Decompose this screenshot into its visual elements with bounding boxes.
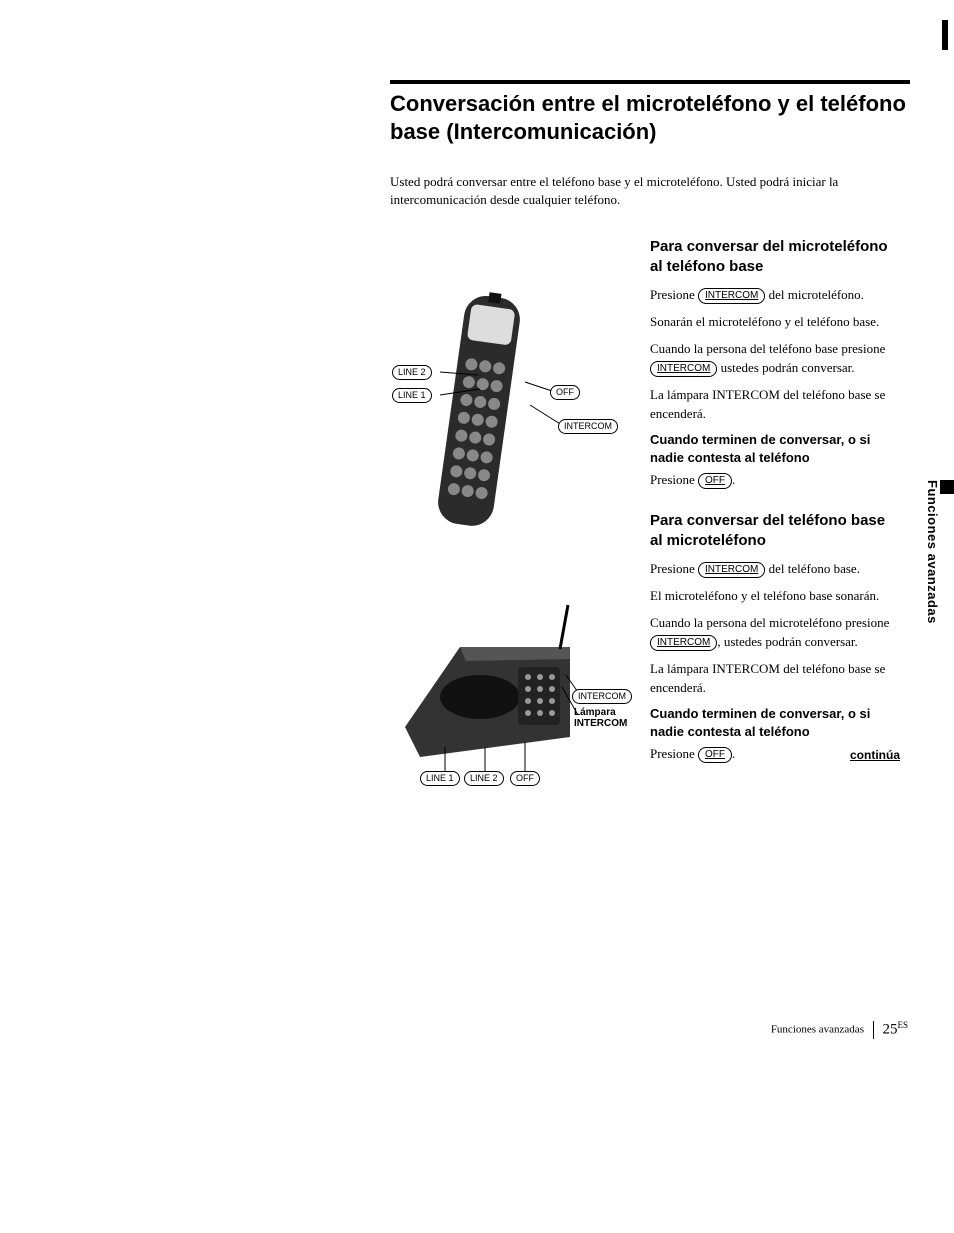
footer-divider [873,1021,874,1039]
page-edge-mark [942,20,948,50]
section1-p1: Presione INTERCOM del microteléfono. [650,286,900,305]
s1p1a: Presione [650,287,698,302]
s2p3b: , ustedes podrán conversar. [717,634,857,649]
handset-illustration [390,287,630,547]
intercom-button-label-2: INTERCOM [650,361,717,377]
footer-section-label: Funciones avanzadas [771,1024,864,1036]
section2-p2: El microteléfono y el teléfono base sona… [650,587,900,606]
section2-p3: Cuando la persona del microteléfono pres… [650,614,900,652]
side-tab-label: Funciones avanzadas [925,480,940,624]
callout-line1: LINE 1 [392,388,432,403]
section1-bold: Cuando terminen de conversar, o si nadie… [650,431,900,466]
section2-p1: Presione INTERCOM del teléfono base. [650,560,900,579]
s2p5a: Presione [650,746,698,761]
page-title: Conversación entre el microteléfono y el… [390,90,910,145]
callout-base-lamp: Lámpara INTERCOM [574,707,627,729]
two-column-layout: LINE 2 LINE 1 OFF INTERCOM [390,237,910,807]
intercom-button-label: INTERCOM [698,288,765,304]
page-content: Conversación entre el microteléfono y el… [390,80,910,807]
figures-column: LINE 2 LINE 1 OFF INTERCOM [390,237,630,807]
section1-heading: Para conversar del microteléfono al telé… [650,237,900,276]
instructions-column: Para conversar del microteléfono al telé… [650,237,900,807]
footer-page-number: 25 [882,1022,897,1038]
side-tab: Funciones avanzadas [925,480,954,624]
s2p1b: del teléfono base. [765,561,860,576]
section2-p5: Presione OFF. continúa [650,745,900,764]
off-button-label: OFF [698,473,732,489]
s2p1a: Presione [650,561,698,576]
s2p5b: . [732,746,735,761]
s1p3b: ustedes podrán conversar. [717,360,854,375]
title-rule [390,80,910,84]
section2-bold: Cuando terminen de conversar, o si nadie… [650,705,900,740]
s1p5b: . [732,472,735,487]
base-figure: INTERCOM Lámpara INTERCOM LINE 1 LINE 2 … [390,587,630,807]
callout-intercom: INTERCOM [558,419,618,434]
intro-paragraph: Usted podrá conversar entre el teléfono … [390,173,860,209]
callout-base-off: OFF [510,771,540,786]
callout-base-line2: LINE 2 [464,771,504,786]
s1p5a: Presione [650,472,698,487]
callout-base-intercom: INTERCOM [572,689,632,704]
callout-base-line1: LINE 1 [420,771,460,786]
page-footer: Funciones avanzadas 25ES [771,1020,908,1039]
section2-heading: Para conversar del teléfono base al micr… [650,511,900,550]
section1-p3: Cuando la persona del teléfono base pres… [650,340,900,378]
s1p3a: Cuando la persona del teléfono base pres… [650,341,885,356]
s2p3a: Cuando la persona del microteléfono pres… [650,615,889,630]
handset-figure: LINE 2 LINE 1 OFF INTERCOM [390,287,630,547]
off-button-label-2: OFF [698,747,732,763]
section2-p4: La lámpara INTERCOM del teléfono base se… [650,660,900,698]
s1p1b: del microteléfono. [765,287,864,302]
section1-p2: Sonarán el microteléfono y el teléfono b… [650,313,900,332]
continua-link: continúa [850,747,900,764]
callout-off: OFF [550,385,580,400]
section1-p4: La lámpara INTERCOM del teléfono base se… [650,386,900,424]
side-tab-marker [940,480,954,494]
intercom-button-label-3: INTERCOM [698,562,765,578]
section1-p5: Presione OFF. [650,471,900,490]
callout-line2: LINE 2 [392,365,432,380]
footer-page-sup: ES [897,1020,908,1030]
intercom-button-label-4: INTERCOM [650,635,717,651]
